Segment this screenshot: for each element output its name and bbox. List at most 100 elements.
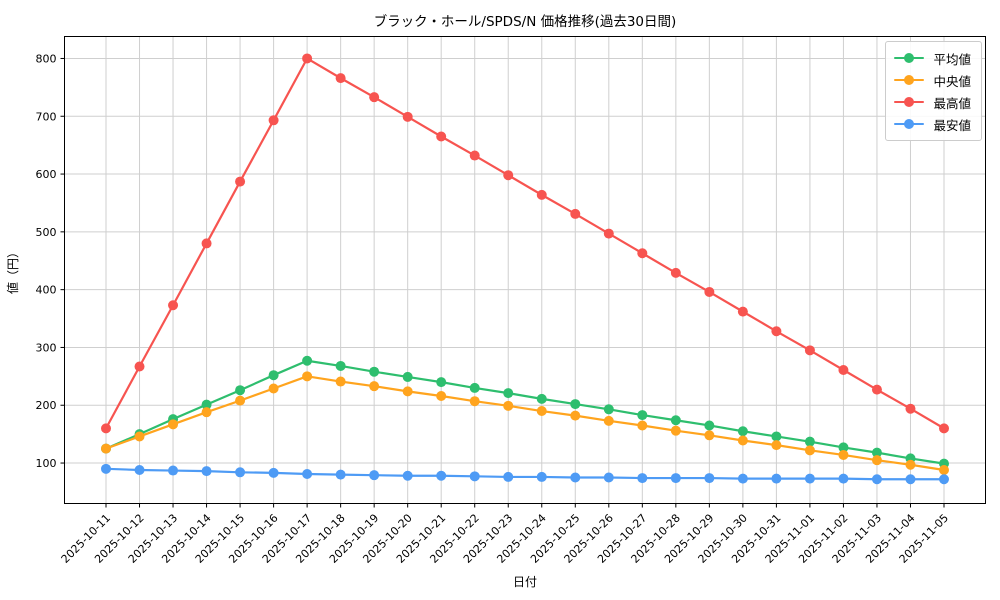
data-point [201, 407, 212, 418]
data-point [570, 208, 581, 219]
y-tick-label: 300 [36, 341, 57, 354]
data-point [838, 449, 849, 460]
data-point [436, 390, 447, 401]
data-point [201, 238, 212, 249]
data-point [804, 445, 815, 456]
y-axis-label: 値（円） [5, 246, 20, 294]
legend-item-min: 最安値 [894, 113, 971, 135]
data-point [939, 464, 949, 475]
data-point [402, 111, 413, 122]
average-series-marker-icon [894, 52, 925, 64]
data-point [235, 395, 246, 406]
data-point [369, 381, 380, 392]
legend-label-average: 平均値 [933, 51, 971, 67]
data-point [771, 473, 782, 484]
legend-label-min: 最安値 [933, 117, 971, 133]
data-point [302, 469, 313, 480]
data-point [369, 92, 380, 103]
data-point [704, 430, 715, 441]
y-tick-label: 700 [36, 110, 57, 123]
data-point [302, 53, 313, 64]
data-point [939, 423, 949, 434]
data-point [335, 469, 346, 480]
data-point [402, 386, 413, 397]
data-point [637, 420, 648, 431]
data-point [871, 447, 882, 458]
data-point [503, 170, 514, 181]
data-point [939, 474, 949, 485]
data-point [469, 471, 480, 482]
median-series-marker-icon [894, 74, 925, 86]
data-point [570, 472, 581, 483]
min-series-marker-icon [894, 118, 925, 130]
data-point [670, 415, 681, 426]
data-point [603, 404, 614, 415]
data-point [838, 442, 849, 453]
data-point [101, 443, 111, 454]
data-point [603, 415, 614, 426]
data-point [871, 384, 882, 395]
data-point [335, 73, 346, 84]
data-point [804, 473, 815, 484]
data-point [201, 399, 212, 410]
data-point [570, 410, 581, 421]
chart-title: ブラック・ホール/SPDS/N 価格推移(過去30日間) [373, 14, 677, 30]
data-point [268, 370, 279, 381]
data-point [268, 467, 279, 478]
data-point [637, 248, 648, 259]
series-line-1 [105, 375, 945, 472]
legend-item-median: 中央値 [894, 69, 971, 91]
data-point [637, 473, 648, 484]
data-point [737, 435, 748, 446]
data-point [905, 403, 916, 414]
chart-legend: 平均値 中央値 最高値 最安値 [885, 41, 982, 141]
data-point [402, 470, 413, 481]
data-point [101, 423, 111, 434]
data-point [235, 176, 246, 187]
y-tick-label: 800 [36, 52, 57, 65]
data-point [134, 464, 145, 475]
data-point [469, 396, 480, 407]
data-point [536, 393, 547, 404]
series-line-3 [105, 467, 944, 481]
data-point [704, 420, 715, 431]
data-point [335, 376, 346, 387]
data-point [905, 474, 916, 485]
data-point [905, 459, 916, 470]
data-point [436, 470, 447, 481]
y-tick-label: 200 [36, 399, 57, 412]
data-point [134, 361, 145, 372]
data-point [670, 425, 681, 436]
data-point [603, 228, 614, 239]
data-point [402, 371, 413, 382]
series-line-2 [105, 57, 945, 430]
data-point [670, 267, 681, 278]
data-point [369, 470, 380, 481]
data-point [302, 355, 313, 366]
data-point [771, 326, 782, 337]
data-point [503, 400, 514, 411]
data-point [436, 377, 447, 388]
data-point [302, 371, 313, 382]
max-series-marker-icon [894, 96, 925, 108]
data-point [704, 286, 715, 297]
y-tick-label: 400 [36, 284, 57, 297]
data-point [603, 472, 614, 483]
data-point [469, 382, 480, 393]
data-point [771, 431, 782, 442]
data-point [335, 360, 346, 371]
data-point [503, 388, 514, 399]
data-point [503, 471, 514, 482]
data-point [168, 465, 179, 476]
legend-label-median: 中央値 [933, 73, 971, 89]
data-point [168, 419, 179, 430]
data-point [235, 467, 246, 478]
legend-item-max: 最高値 [894, 91, 971, 113]
data-point [268, 115, 279, 126]
data-point [871, 474, 882, 485]
data-point [838, 364, 849, 375]
data-point [101, 463, 111, 474]
data-point [737, 426, 748, 437]
data-point [536, 406, 547, 417]
